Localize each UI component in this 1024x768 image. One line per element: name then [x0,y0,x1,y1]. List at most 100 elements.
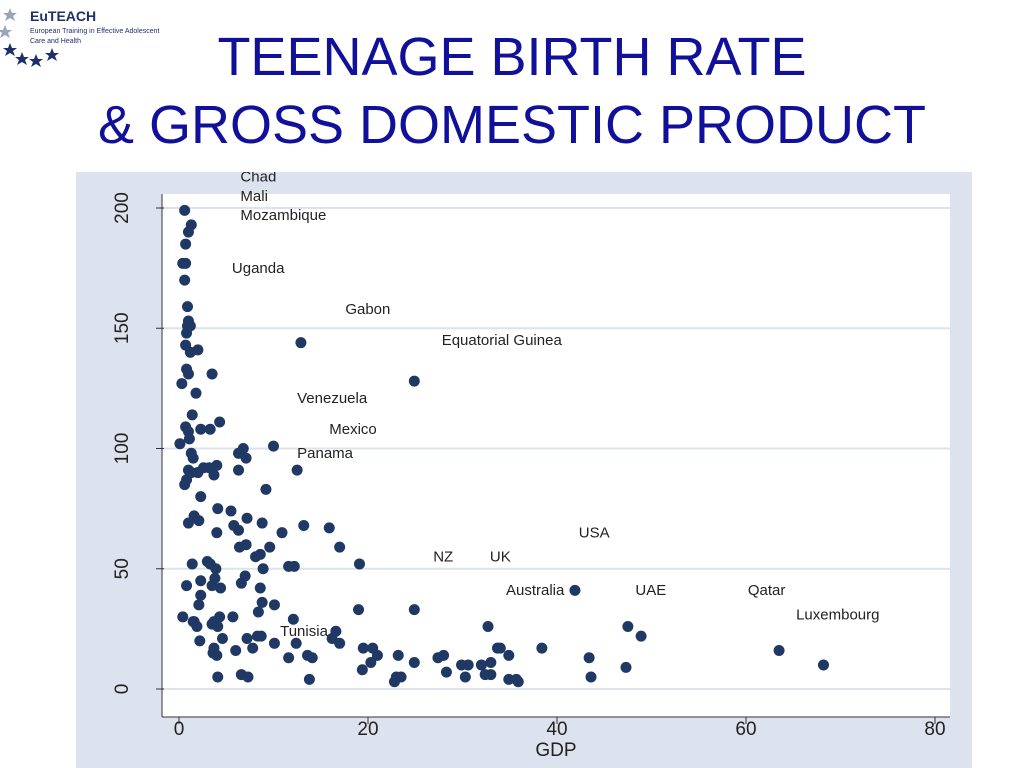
data-point [408,375,420,387]
data-point [298,519,310,531]
data-point [180,257,192,269]
x-tick-label: 60 [735,719,756,740]
data-point [242,671,254,683]
x-axis-label: GDP [535,740,576,761]
data-point [181,327,193,339]
data-point [408,604,420,616]
x-tick-label: 0 [174,719,185,740]
data-point [290,637,302,649]
x-tick-label: 40 [546,719,567,740]
data-point [365,657,377,669]
data-point [241,512,253,524]
data-point [204,423,216,435]
data-point [230,645,242,657]
data-point [192,344,204,356]
data-point [635,630,647,642]
data-point [357,642,369,654]
data-point [192,467,204,479]
page-title-line2: & GROSS DOMESTIC PRODUCT [97,95,927,155]
data-point [210,563,222,575]
y-tick-label: 0 [112,684,133,695]
data-point [288,560,300,572]
data-point [256,596,268,608]
data-point [182,226,194,238]
data-point [268,599,280,611]
data-point [186,558,198,570]
data-point [212,503,224,515]
data-point [494,642,506,654]
data-point [371,649,383,661]
country-label: UAE [635,582,666,599]
country-label: Mali [240,188,268,205]
data-point [240,452,252,464]
data-point [268,440,279,452]
page-title-line1: TEENAGE BIRTH RATE [217,27,807,87]
plot-area [162,194,950,717]
data-point [212,671,224,683]
data-point [583,652,595,664]
country-label: Mexico [329,421,377,438]
data-point [536,642,548,654]
data-point [254,582,266,594]
country-label: Mozambique [240,207,326,224]
data-point [215,582,227,594]
data-point [206,368,218,380]
country-label: Tunisia [280,623,328,640]
data-point [438,649,450,661]
logo-subtitle-line1: European Training in Effective Adolescen… [30,28,160,35]
euteach-logo: EuTEACH European Training in Effective A… [0,0,160,72]
data-point [334,541,346,553]
x-tick-label: 80 [924,719,945,740]
data-point [186,409,198,421]
data-point [392,649,404,661]
data-point [306,652,318,664]
data-point [303,673,315,685]
data-point [585,671,597,683]
data-point [250,551,262,563]
data-point [195,423,207,435]
data-point [233,464,245,476]
country-label: Chad [240,172,276,186]
data-point [622,620,634,632]
data-point [283,652,295,664]
x-tick-label: 20 [357,719,378,740]
country-label: USA [579,524,610,541]
data-point [408,657,420,669]
data-point [182,368,194,380]
data-point [195,589,207,601]
data-point [255,630,267,642]
data-point [195,491,207,503]
data-point [503,673,515,685]
data-point [462,659,474,671]
data-point [485,669,497,681]
data-point [211,459,223,471]
data-point [194,635,206,647]
data-point [512,676,524,688]
data-point [183,433,195,445]
country-label: UK [490,549,511,566]
y-tick-label: 100 [112,433,133,465]
country-label: Qatar [748,582,786,599]
data-point [440,666,452,678]
data-point [353,558,365,570]
data-point [191,620,203,632]
data-point [193,599,205,611]
data-point [257,563,269,575]
data-point [212,620,224,632]
y-tick-label: 150 [112,312,133,344]
logo-subtitle-line2: Care and Health [30,38,81,45]
data-point [817,659,829,671]
country-label: Gabon [345,301,390,318]
data-point [252,606,264,618]
data-point [182,301,194,313]
data-point [240,539,252,551]
data-point [187,452,199,464]
stars-logo-icon [0,8,59,67]
data-point [214,611,226,623]
data-point [291,464,303,476]
country-label: Luxembourg [796,606,879,623]
data-point [334,637,346,649]
data-point [620,661,632,673]
y-tick-label: 200 [112,192,133,224]
